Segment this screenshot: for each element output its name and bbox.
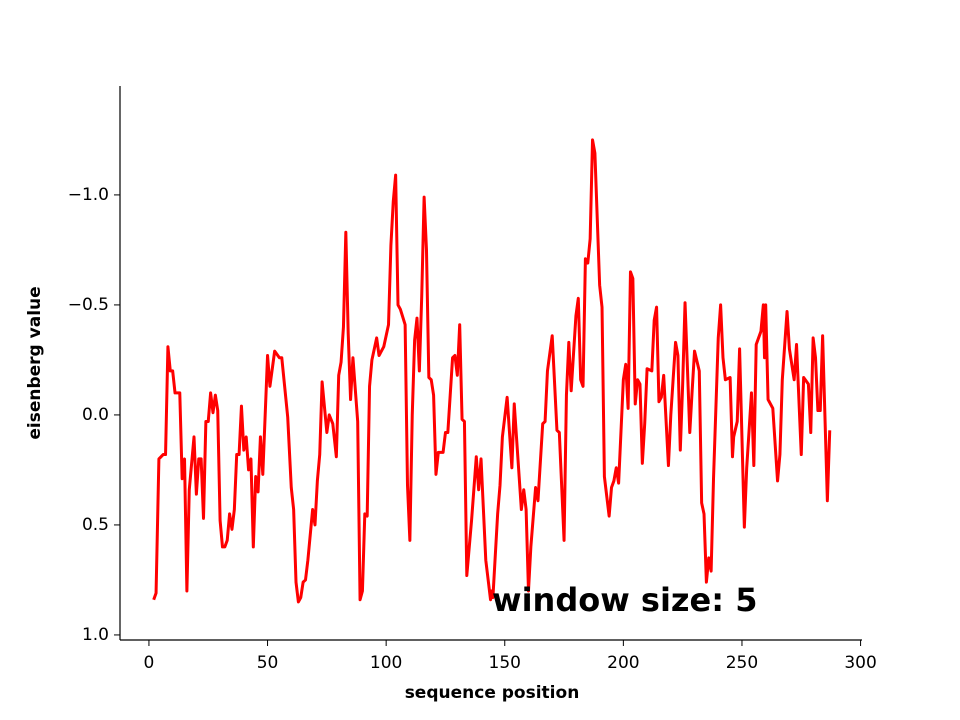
y-tick-label: −0.5 — [68, 295, 109, 315]
x-tick-label: 250 — [726, 653, 758, 673]
y-tick-label: −1.0 — [68, 185, 109, 205]
y-tick-label: 0.5 — [82, 515, 109, 535]
x-tick-label: 200 — [607, 653, 639, 673]
x-tick-label: 50 — [257, 653, 279, 673]
x-tick-label: 300 — [844, 653, 876, 673]
annotation: window size: 5 — [492, 581, 757, 619]
x-tick-label: 100 — [370, 653, 402, 673]
x-tick-label: 150 — [489, 653, 521, 673]
data-line — [152, 138, 832, 604]
x-axis-label: sequence position — [405, 683, 580, 703]
y-tick-label: 0.0 — [82, 405, 109, 425]
y-axis-label: eisenberg value — [25, 286, 45, 439]
y-tick-label: 1.0 — [82, 625, 109, 645]
x-tick-label: 0 — [144, 653, 155, 673]
